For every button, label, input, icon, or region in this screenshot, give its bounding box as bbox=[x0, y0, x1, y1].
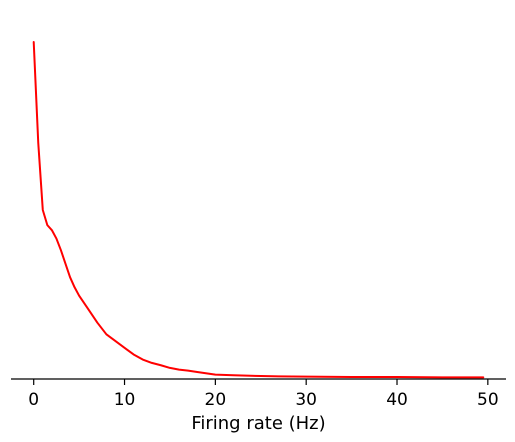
x-axis-ticks: 0 10 20 30 40 50 bbox=[28, 379, 499, 410]
x-tick-label: 30 bbox=[295, 390, 317, 410]
x-tick-label: 20 bbox=[205, 390, 227, 410]
x-tick-label: 50 bbox=[477, 390, 499, 410]
plot-area bbox=[32, 41, 485, 379]
x-tick-label: 10 bbox=[114, 390, 136, 410]
x-axis-label: Firing rate (Hz) bbox=[191, 413, 325, 434]
x-tick-label: 40 bbox=[386, 390, 408, 410]
x-tick-label: 0 bbox=[28, 390, 39, 410]
series-line bbox=[32, 41, 485, 379]
